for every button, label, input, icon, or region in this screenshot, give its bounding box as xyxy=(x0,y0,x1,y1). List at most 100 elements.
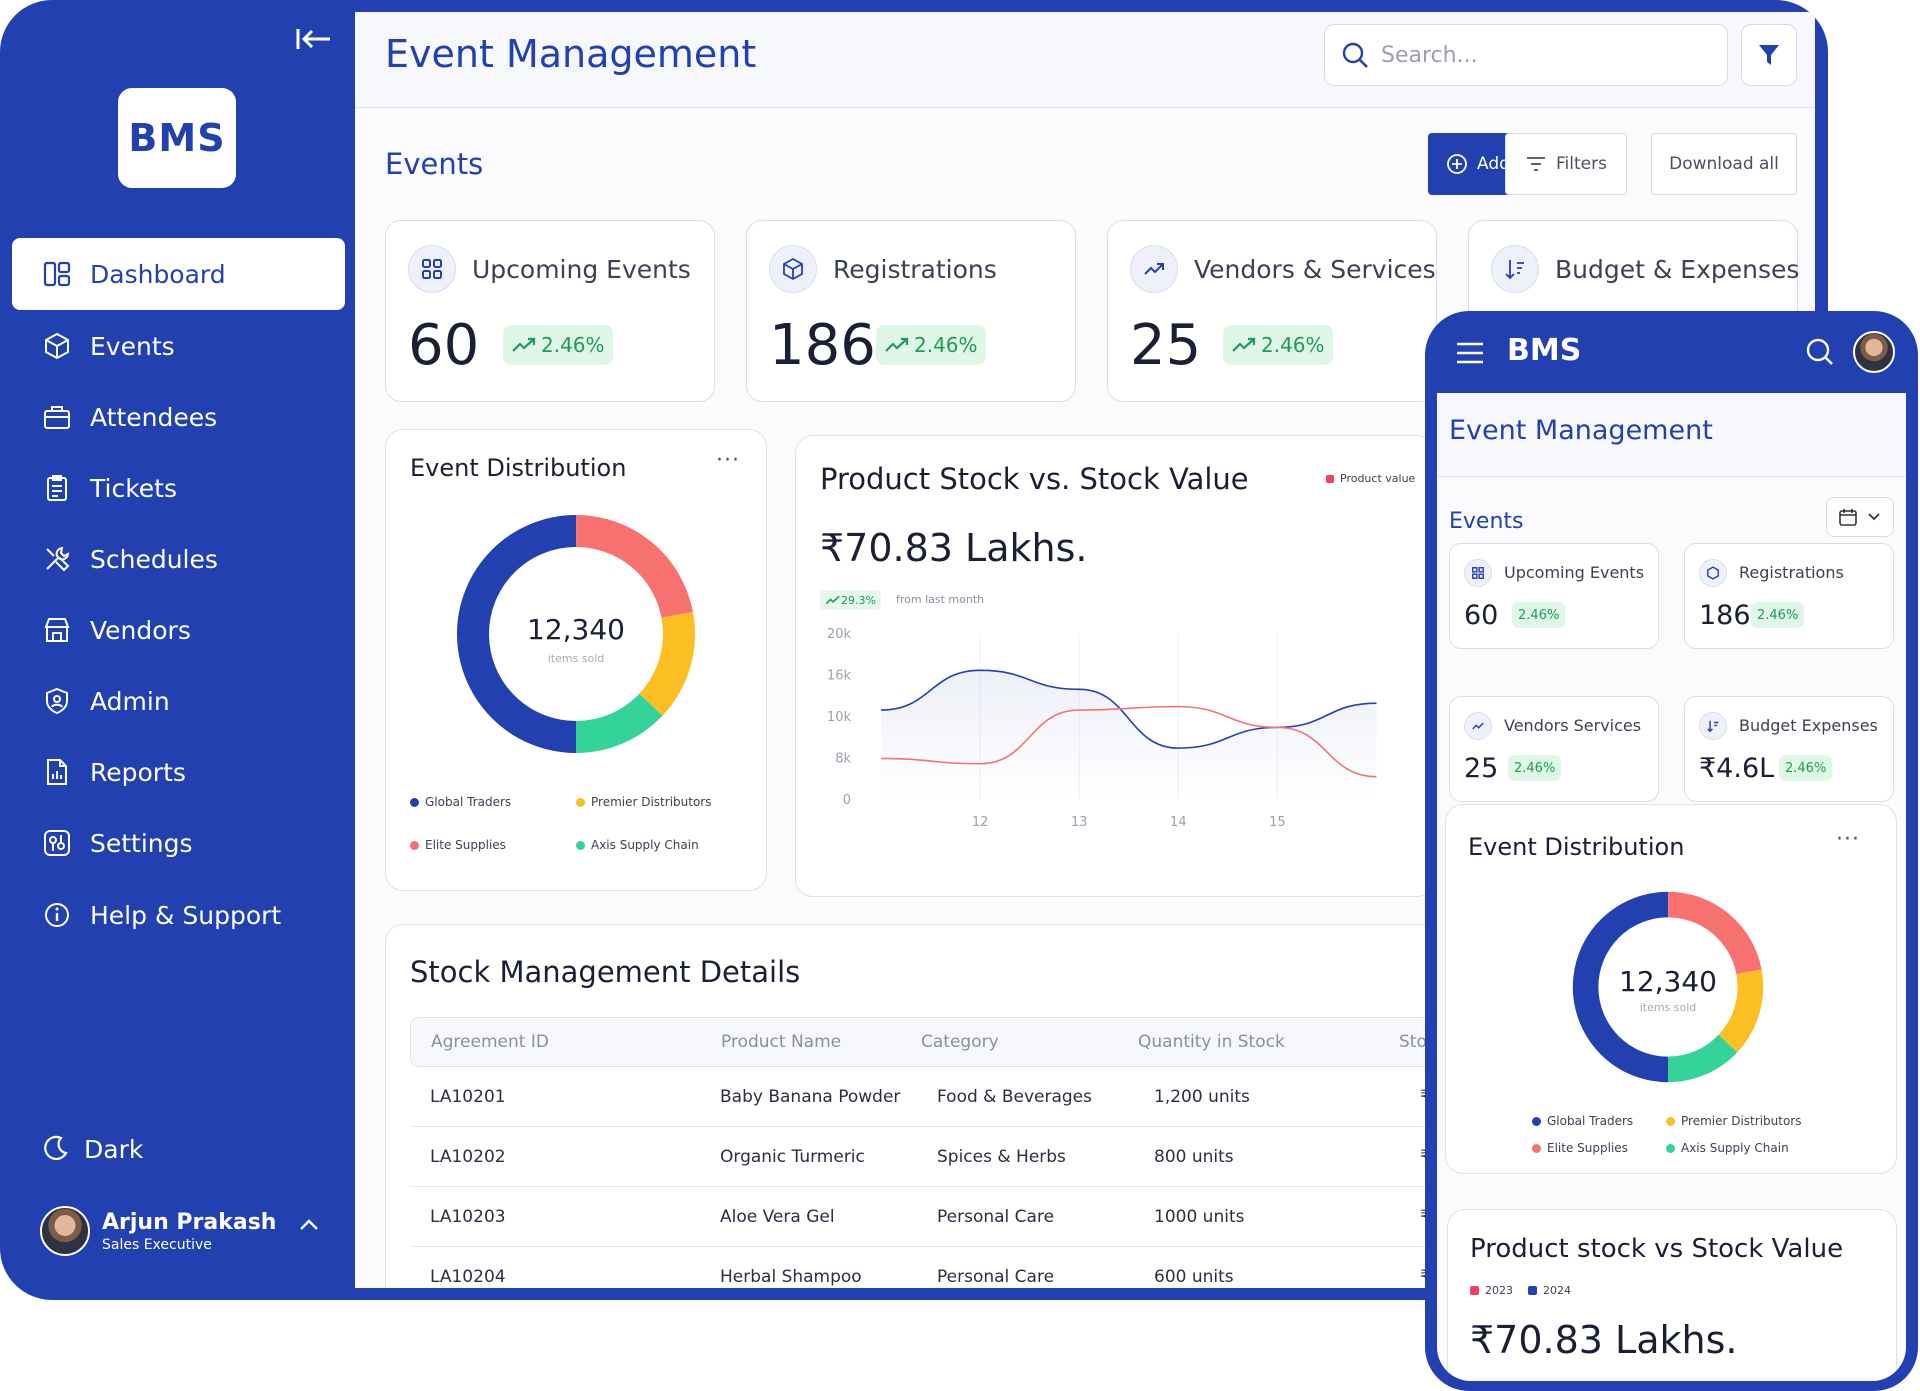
cell-category: Personal Care xyxy=(937,1207,1055,1227)
cell-product-name: Aloe Vera Gel xyxy=(720,1207,835,1227)
sidebar-item-settings[interactable]: Settings xyxy=(12,807,345,879)
mobile-stat-registrations: Registrations 186 2.46% xyxy=(1684,543,1894,649)
y-tick-label: 20k xyxy=(827,627,852,642)
legend-item: Premier Distributors xyxy=(576,795,712,809)
sidebar-item-help-support[interactable]: Help & Support xyxy=(12,879,345,951)
dark-mode-label: Dark xyxy=(84,1134,144,1164)
section-title-events: Events xyxy=(1449,509,1524,534)
sidebar-item-tickets[interactable]: Tickets xyxy=(12,452,345,524)
page-title: Event Management xyxy=(1449,415,1713,446)
download-all-button[interactable]: Download all xyxy=(1651,133,1797,195)
hamburger-menu-icon[interactable] xyxy=(1455,341,1485,365)
mobile-stat-vendors-services: Vendors Services 25 2.46% xyxy=(1449,696,1659,802)
stat-value: 25 xyxy=(1464,753,1499,784)
download-all-label: Download all xyxy=(1669,154,1779,174)
donut-chart xyxy=(457,515,695,753)
top-bar: Event Management xyxy=(355,12,1815,108)
mobile-product-stock-panel: Product stock vs Stock Value 2023 2024 ₹… xyxy=(1447,1209,1897,1381)
grid-icon xyxy=(1464,559,1492,587)
chart-legend-product-value: Product value xyxy=(1326,472,1415,485)
change-badge: 2.46% xyxy=(1508,755,1562,781)
mobile-stat-budget-expenses: Budget Expenses ₹4.6L 2.46% xyxy=(1684,696,1894,802)
cell-quantity: 800 units xyxy=(1154,1147,1234,1167)
user-role: Sales Executive xyxy=(102,1236,212,1253)
change-value: 2.46% xyxy=(541,333,605,357)
column-header[interactable]: Agreement ID xyxy=(431,1032,549,1052)
info-icon xyxy=(42,900,72,930)
sidebar-item-events[interactable]: Events xyxy=(12,310,345,382)
sidebar-item-label: Attendees xyxy=(90,402,218,432)
stat-value: 186 xyxy=(769,313,876,378)
briefcase-icon xyxy=(42,402,72,432)
more-options-icon[interactable]: ··· xyxy=(1836,827,1860,852)
trend-up-icon xyxy=(1464,712,1492,740)
line-chart: 20k 16k 10k 8k 0 12 13 14 15 xyxy=(827,627,1377,830)
panel-title: Product Stock vs. Stock Value xyxy=(820,462,1249,496)
shield-user-icon xyxy=(42,686,72,716)
calendar-icon xyxy=(1839,509,1857,526)
column-header[interactable]: Product Name xyxy=(721,1032,842,1052)
cell-agreement-id: LA10203 xyxy=(430,1207,506,1227)
donut-slice-premier-distributors xyxy=(457,515,695,753)
trend-up-icon xyxy=(825,595,840,605)
stat-value: 60 xyxy=(1464,600,1499,631)
trend-up-icon xyxy=(512,337,536,352)
column-header[interactable]: Sto xyxy=(1399,1032,1427,1052)
stat-label: Upcoming Events xyxy=(472,255,691,284)
dark-mode-toggle[interactable]: Dark xyxy=(40,1134,143,1164)
mobile-brand: BMS xyxy=(1507,333,1582,368)
table-row[interactable]: LA10203 Aloe Vera Gel Personal Care 1000… xyxy=(410,1187,1510,1247)
sidebar-item-reports[interactable]: Reports xyxy=(12,736,345,808)
y-tick-label: 8k xyxy=(835,752,851,767)
stat-card-registrations: Registrations 186 2.46% xyxy=(746,220,1076,402)
search-icon[interactable] xyxy=(1805,337,1835,367)
table-row[interactable]: LA10202 Organic Turmeric Spices & Herbs … xyxy=(410,1127,1510,1187)
mobile-app-frame: BMS Event Management Events Upcoming Eve… xyxy=(1425,311,1918,1391)
table-header: Agreement ID Product Name Category Quant… xyxy=(410,1017,1510,1067)
donut-slice-axis-supply-chain xyxy=(457,515,695,753)
stat-label: Upcoming Events xyxy=(1504,563,1645,582)
filter-icon-button[interactable] xyxy=(1741,24,1797,86)
sidebar: BMS Dashboard Events Attendees Tickets S… xyxy=(0,0,355,1300)
search-input[interactable] xyxy=(1381,42,1681,68)
stock-total-value: ₹70.83 Lakhs. xyxy=(820,526,1088,570)
user-name: Arjun Prakash xyxy=(102,1209,277,1235)
sidebar-item-schedules[interactable]: Schedules xyxy=(12,523,345,595)
more-options-icon[interactable]: ··· xyxy=(716,448,740,473)
stock-change-badge: 29.3% xyxy=(820,590,881,610)
sidebar-item-attendees[interactable]: Attendees xyxy=(12,381,345,453)
stock-change-note: from last month xyxy=(896,593,985,606)
avatar[interactable] xyxy=(1853,331,1895,373)
date-picker-button[interactable] xyxy=(1826,497,1894,537)
stat-label: Registrations xyxy=(1739,563,1844,582)
collapse-sidebar-button[interactable] xyxy=(294,24,338,54)
settings-icon xyxy=(42,828,72,858)
stat-card-upcoming-events: Upcoming Events 60 2.46% xyxy=(385,220,715,402)
mobile-event-distribution-panel: Event Distribution ··· 12,340 items sold… xyxy=(1445,804,1897,1174)
table-row[interactable]: LA10204 Herbal Shampoo Personal Care 600… xyxy=(410,1247,1510,1288)
page-title: Event Management xyxy=(385,32,757,76)
sidebar-item-admin[interactable]: Admin xyxy=(12,665,345,737)
change-badge: 2.46% xyxy=(876,325,986,365)
x-tick-label: 12 xyxy=(972,815,989,830)
filters-button[interactable]: Filters xyxy=(1505,133,1627,195)
y-tick-label: 16k xyxy=(827,669,852,684)
chevron-up-icon[interactable] xyxy=(298,1218,320,1232)
x-tick-label: 15 xyxy=(1269,815,1286,830)
stock-management-panel: Stock Management Details Agreement ID Pr… xyxy=(385,924,1585,1288)
column-header[interactable]: Category xyxy=(921,1032,999,1052)
cell-category: Food & Beverages xyxy=(937,1087,1092,1107)
plus-circle-icon xyxy=(1447,154,1467,174)
user-profile[interactable]: Arjun Prakash Sales Executive xyxy=(40,1206,320,1256)
stat-label: Vendors & Services xyxy=(1194,255,1436,284)
sidebar-item-dashboard[interactable]: Dashboard xyxy=(12,238,345,310)
column-header[interactable]: Quantity in Stock xyxy=(1138,1032,1285,1052)
search-box[interactable] xyxy=(1324,24,1728,86)
change-badge: 2.46% xyxy=(1512,602,1566,628)
table-row[interactable]: LA10201 Baby Banana Powder Food & Bevera… xyxy=(410,1067,1510,1127)
mobile-stat-upcoming-events: Upcoming Events 60 2.46% xyxy=(1449,543,1659,649)
sidebar-item-label: Events xyxy=(90,331,175,361)
sidebar-item-label: Admin xyxy=(90,686,170,716)
change-value: 2.46% xyxy=(1261,333,1325,357)
sidebar-item-vendors[interactable]: Vendors xyxy=(12,594,345,666)
